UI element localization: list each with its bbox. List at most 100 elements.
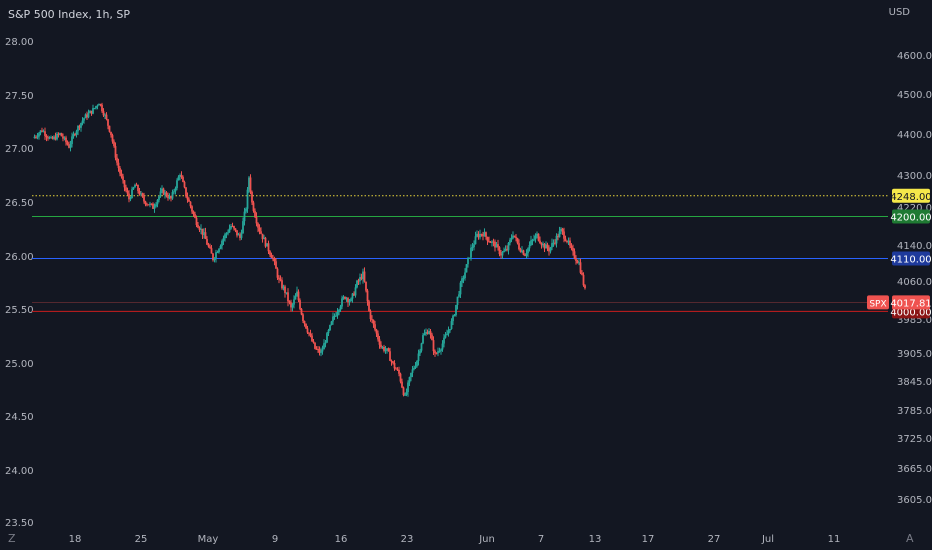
left-axis-tick: 28.00 bbox=[5, 37, 34, 48]
candle bbox=[447, 326, 450, 337]
candle bbox=[200, 224, 202, 235]
candle bbox=[471, 243, 474, 252]
candle bbox=[36, 132, 39, 140]
candle bbox=[38, 132, 40, 140]
candle bbox=[129, 196, 132, 202]
candle bbox=[239, 232, 241, 241]
candle bbox=[501, 250, 504, 259]
candle bbox=[569, 237, 571, 249]
price-level-label-bg bbox=[892, 209, 930, 224]
candle bbox=[450, 318, 453, 330]
candle bbox=[516, 237, 519, 245]
candle bbox=[404, 392, 406, 396]
price-level-label-bg bbox=[892, 251, 930, 266]
candle bbox=[510, 234, 513, 243]
candle bbox=[278, 275, 280, 284]
zoom-reset-icon[interactable]: Z bbox=[8, 532, 16, 545]
candle bbox=[279, 275, 282, 282]
candle bbox=[321, 345, 324, 355]
candle bbox=[500, 250, 502, 259]
candle bbox=[575, 255, 577, 265]
candle bbox=[68, 141, 70, 149]
x-axis-tick: 17 bbox=[642, 534, 655, 545]
candle bbox=[444, 331, 447, 339]
candle bbox=[203, 228, 205, 239]
left-axis-tick: 26.00 bbox=[5, 252, 34, 263]
candle bbox=[366, 288, 369, 306]
candle bbox=[443, 334, 445, 348]
candle bbox=[351, 293, 354, 303]
candle bbox=[143, 192, 145, 204]
candle bbox=[491, 240, 493, 247]
candle bbox=[201, 228, 204, 239]
candle bbox=[513, 235, 516, 238]
candle bbox=[140, 190, 142, 197]
candle bbox=[281, 277, 283, 290]
candle bbox=[438, 347, 441, 353]
candle bbox=[330, 320, 333, 326]
price-levels bbox=[32, 195, 888, 312]
candle bbox=[480, 233, 483, 237]
candle bbox=[579, 258, 582, 275]
candle bbox=[108, 125, 111, 133]
candle bbox=[488, 236, 490, 243]
candle bbox=[189, 201, 192, 209]
candle bbox=[429, 328, 432, 339]
candle bbox=[101, 102, 103, 113]
candle bbox=[161, 185, 163, 194]
symbol-badge: SPX bbox=[869, 299, 886, 309]
auto-scale-icon[interactable]: A bbox=[906, 532, 914, 545]
candle bbox=[180, 171, 183, 179]
candle bbox=[338, 308, 340, 316]
candle bbox=[369, 309, 372, 322]
candle bbox=[74, 132, 76, 137]
left-axis-tick: 25.00 bbox=[5, 359, 34, 370]
candle bbox=[417, 349, 420, 366]
candle bbox=[125, 184, 127, 193]
candle bbox=[149, 201, 151, 208]
candle bbox=[246, 186, 249, 213]
candle bbox=[452, 314, 454, 325]
candle bbox=[494, 239, 496, 252]
candle bbox=[104, 113, 106, 119]
candle bbox=[467, 256, 469, 268]
candle bbox=[566, 240, 568, 244]
candle bbox=[395, 367, 397, 370]
candle bbox=[120, 169, 123, 179]
candle bbox=[119, 166, 121, 177]
candle bbox=[462, 275, 465, 284]
candle bbox=[536, 231, 538, 239]
candle bbox=[329, 324, 331, 331]
candle bbox=[210, 244, 213, 254]
candle bbox=[89, 110, 91, 114]
candle bbox=[528, 241, 531, 252]
right-axis-tick: 3845.00 bbox=[897, 377, 932, 388]
candle bbox=[167, 192, 169, 201]
price-level-label: 4000.00 bbox=[890, 307, 931, 318]
candle bbox=[296, 286, 298, 297]
candle bbox=[86, 111, 88, 121]
candle bbox=[459, 280, 462, 299]
right-axis: 4600.00 4500.00 4400.00 4300.00 4220.00 4140.… bbox=[897, 51, 932, 506]
candle bbox=[326, 331, 328, 343]
candle bbox=[219, 244, 222, 250]
candle bbox=[356, 279, 358, 289]
candle bbox=[176, 178, 178, 191]
candle bbox=[435, 352, 438, 355]
candle bbox=[122, 173, 124, 184]
candle bbox=[182, 175, 184, 183]
candle bbox=[539, 236, 541, 244]
candle bbox=[57, 132, 60, 138]
candle bbox=[93, 107, 96, 110]
candle bbox=[240, 229, 243, 240]
candle bbox=[230, 224, 232, 230]
last-price-label: 4017.81 bbox=[890, 298, 931, 309]
candle bbox=[198, 226, 201, 232]
candles bbox=[33, 102, 586, 397]
candle bbox=[231, 222, 234, 228]
candle bbox=[573, 248, 576, 260]
candle bbox=[123, 179, 126, 192]
candle bbox=[98, 103, 100, 106]
candle bbox=[110, 131, 112, 138]
